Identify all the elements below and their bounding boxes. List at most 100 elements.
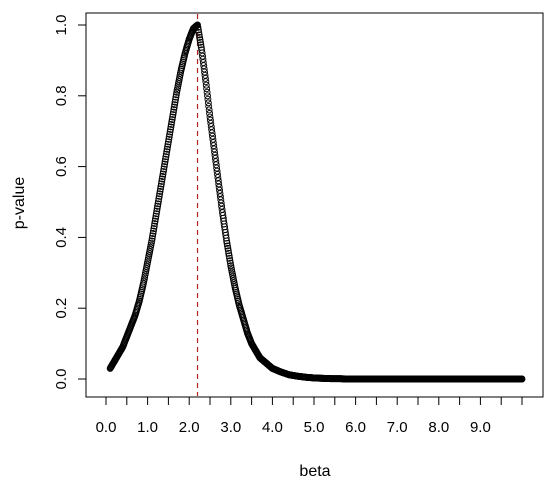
data-point: [165, 135, 173, 143]
x-axis-title: beta: [299, 463, 330, 480]
data-point: [195, 28, 203, 36]
data-point: [199, 52, 206, 60]
data-point: [216, 190, 224, 197]
data-point: [202, 81, 210, 89]
data-point: [224, 242, 231, 250]
data-points-layer: [106, 21, 526, 383]
data-point: [152, 215, 159, 223]
data-point: [154, 202, 162, 210]
data-point: [210, 142, 218, 150]
data-point: [210, 145, 218, 153]
y-tick-label: 0.0: [53, 369, 70, 390]
data-point: [216, 193, 224, 201]
data-point: [164, 140, 172, 148]
data-point: [204, 95, 212, 103]
data-point: [151, 220, 159, 228]
data-point: [158, 178, 166, 185]
data-point: [148, 237, 156, 245]
data-point: [225, 252, 233, 260]
data-point: [163, 148, 171, 156]
data-point: [169, 113, 177, 121]
data-point: [200, 65, 208, 73]
data-point: [154, 200, 162, 208]
data-point: [224, 247, 232, 255]
data-point: [151, 217, 159, 225]
data-point: [197, 41, 205, 49]
data-point: [158, 175, 166, 183]
data-point: [218, 202, 226, 210]
data-point: [159, 168, 167, 176]
x-tick-label: 7.0: [387, 419, 408, 436]
y-tick-label: 0.6: [53, 156, 70, 177]
data-point: [165, 133, 173, 141]
data-point: [149, 232, 157, 240]
data-point: [206, 113, 214, 121]
data-point: [209, 132, 216, 140]
x-axis: 0.0 1.0 2.0 3.0 4.0 5.0 6.0 7.0 8.0 9.0: [96, 396, 523, 436]
data-point: [225, 249, 233, 257]
data-point: [200, 62, 208, 70]
data-point: [213, 167, 221, 175]
data-point: [212, 161, 220, 169]
data-point: [162, 150, 170, 158]
data-point: [170, 103, 178, 111]
data-point: [163, 145, 171, 153]
data-point: [214, 170, 221, 178]
data-point: [171, 98, 179, 106]
data-point: [201, 71, 209, 79]
data-point: [204, 99, 212, 107]
data-point: [153, 205, 161, 213]
data-point: [211, 148, 219, 156]
data-point: [226, 257, 234, 265]
data-point: [214, 177, 222, 185]
data-point: [148, 235, 156, 242]
data-point: [211, 151, 219, 159]
data-point: [162, 155, 169, 163]
data-point: [201, 68, 209, 76]
x-tick-label: 4.0: [262, 419, 283, 436]
x-tick-label: 6.0: [345, 419, 366, 436]
data-point: [207, 123, 215, 131]
data-point: [206, 110, 214, 117]
data-point: [194, 24, 202, 31]
data-point: [154, 197, 162, 205]
data-point: [150, 225, 158, 233]
data-point: [211, 155, 219, 162]
y-tick-label: 0.4: [53, 227, 70, 248]
data-point: [198, 46, 206, 54]
data-point: [157, 180, 165, 188]
data-point: [169, 108, 177, 116]
data-point: [155, 192, 163, 200]
data-point: [204, 92, 211, 100]
data-point: [213, 164, 221, 172]
x-tick-label: 5.0: [304, 419, 325, 436]
data-point: [162, 153, 170, 161]
data-point: [156, 187, 164, 195]
data-point: [212, 158, 220, 166]
data-point: [161, 158, 169, 166]
data-point: [156, 190, 164, 198]
data-point: [217, 199, 225, 207]
data-point: [202, 78, 210, 86]
data-point: [205, 102, 213, 110]
x-tick-label: 8.0: [428, 419, 449, 436]
data-point: [152, 212, 160, 220]
data-point: [194, 26, 202, 34]
data-point: [159, 173, 167, 180]
data-point: [172, 91, 180, 99]
data-point: [205, 106, 213, 114]
data-point: [164, 138, 172, 146]
data-point: [172, 93, 180, 101]
data-point: [149, 227, 157, 235]
data-point: [207, 119, 215, 127]
data-point: [214, 174, 222, 182]
data-point: [226, 254, 234, 262]
data-point: [152, 210, 160, 218]
data-point: [217, 196, 225, 204]
data-point: [166, 128, 174, 136]
data-point: [159, 170, 167, 178]
data-point: [170, 106, 178, 114]
data-point: [160, 163, 168, 171]
data-point: [167, 123, 175, 131]
